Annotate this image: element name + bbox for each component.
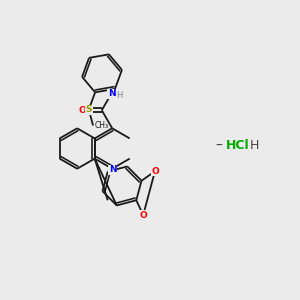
- Text: H: H: [117, 92, 123, 100]
- Text: –: –: [215, 139, 222, 152]
- Text: CH₃: CH₃: [94, 121, 109, 130]
- Text: N: N: [108, 89, 115, 98]
- Text: O: O: [79, 106, 86, 115]
- Text: O: O: [139, 211, 147, 220]
- Text: S: S: [85, 105, 92, 114]
- Text: O: O: [151, 167, 159, 176]
- Text: HCl: HCl: [226, 139, 249, 152]
- Text: N: N: [109, 165, 116, 174]
- Text: H: H: [250, 139, 259, 152]
